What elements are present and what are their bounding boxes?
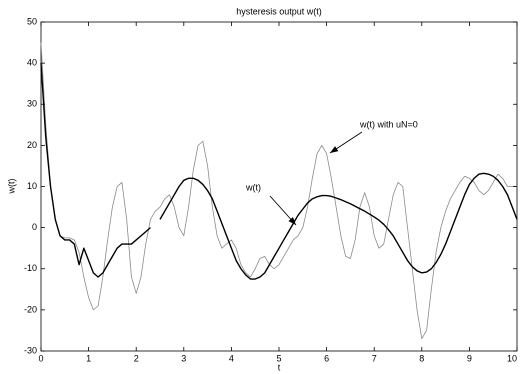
x-tick-label: 5 bbox=[276, 353, 281, 363]
x-tick-label: 1 bbox=[86, 353, 91, 363]
y-tick-label: -10 bbox=[24, 263, 37, 273]
y-tick-label: 0 bbox=[32, 222, 37, 232]
y-tick-label: 30 bbox=[27, 99, 37, 109]
annotation-arrow bbox=[329, 131, 363, 154]
x-tick-label: 2 bbox=[134, 353, 139, 363]
y-tick-label: -20 bbox=[24, 304, 37, 314]
y-tick-label: 10 bbox=[27, 181, 37, 191]
x-tick-label: 10 bbox=[507, 353, 517, 363]
x-tick-label: 9 bbox=[467, 353, 472, 363]
series-line bbox=[40, 63, 518, 280]
x-tick-label: 0 bbox=[38, 353, 43, 363]
series-line bbox=[40, 42, 517, 340]
x-tick-label: 4 bbox=[229, 353, 234, 363]
y-tick-label: 40 bbox=[27, 58, 37, 68]
y-tick-label: -30 bbox=[24, 345, 37, 355]
y-tick-label: 20 bbox=[27, 140, 37, 150]
y-tick-label: 50 bbox=[27, 16, 37, 26]
y-axis-label: w(t) bbox=[6, 179, 16, 195]
plot-frame bbox=[40, 21, 518, 352]
chart-title: hysteresis output w(t) bbox=[236, 6, 322, 16]
x-tick-label: 8 bbox=[419, 353, 424, 363]
annotation: w(t) bbox=[245, 182, 261, 192]
x-tick-label: 3 bbox=[181, 353, 186, 363]
x-axis-label: t bbox=[278, 362, 281, 372]
series-layer bbox=[40, 42, 518, 340]
x-tick-label: 6 bbox=[324, 353, 329, 363]
x-tick-label: 7 bbox=[372, 353, 377, 363]
annotation-arrow bbox=[269, 195, 297, 226]
annotation: w(t) with uN=0 bbox=[359, 119, 418, 129]
